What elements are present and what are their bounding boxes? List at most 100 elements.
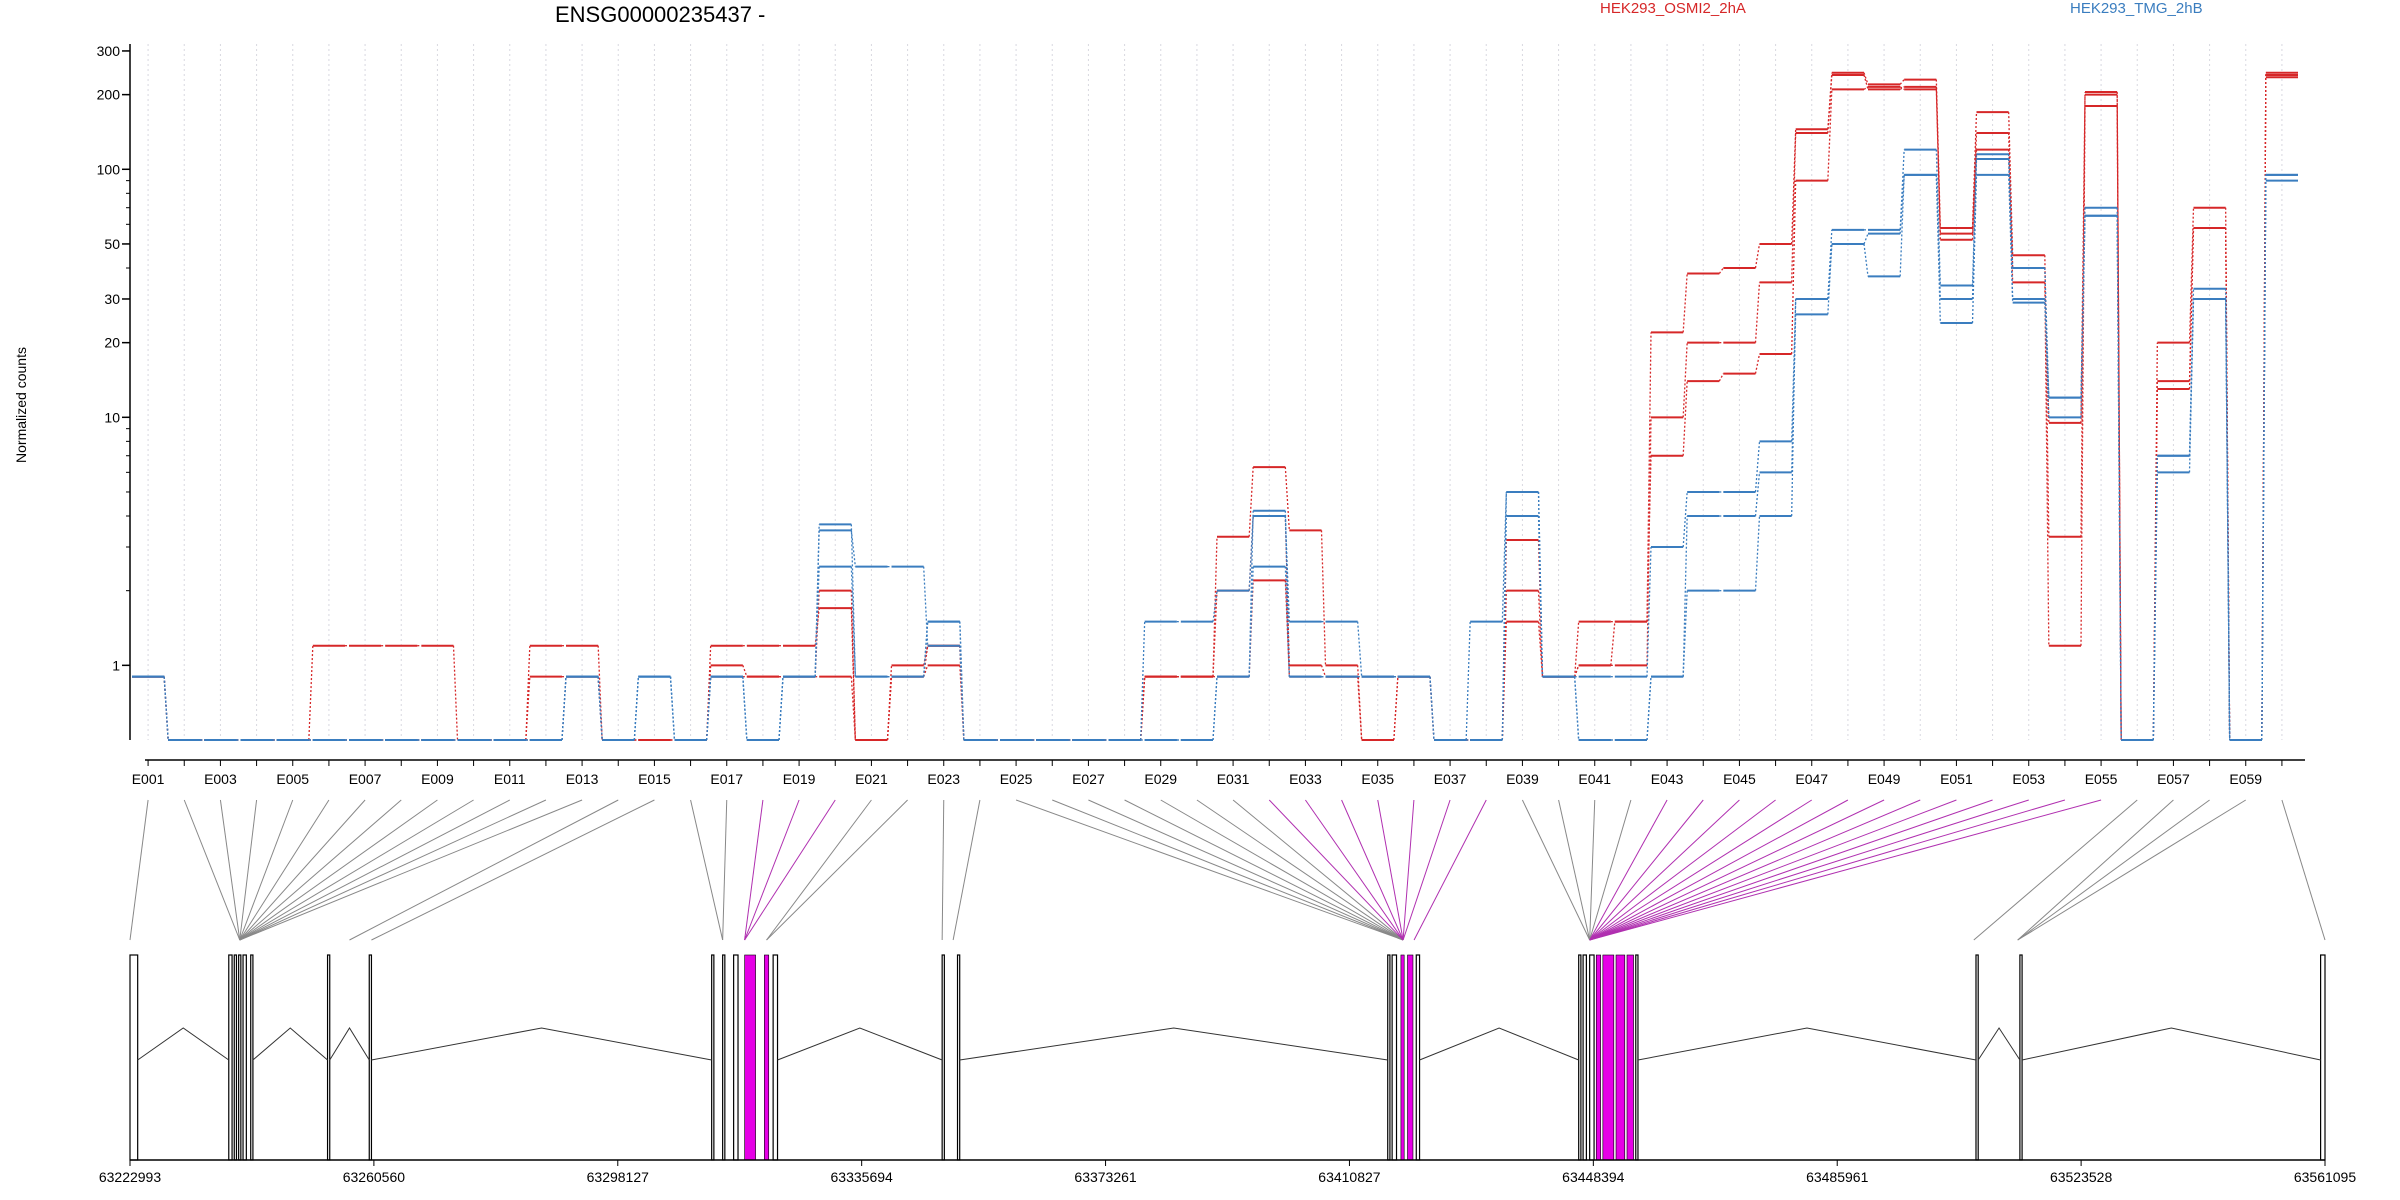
x-axis: E001 E003 E005 E007 E009 E011 E013 E015 E017 E019… (132, 759, 2305, 787)
exon-highlighted (1595, 954, 1601, 1161)
x-tick-label: E021 (855, 771, 888, 787)
series-connector (1646, 417, 1652, 666)
series-connector (1212, 536, 1218, 677)
exon-connector (1377, 799, 1404, 941)
x-tick-label: E029 (1144, 771, 1177, 787)
series-5 (132, 158, 2298, 741)
coordinate-tick-label: 63298127 (587, 1169, 650, 1185)
exon-connector (722, 799, 728, 941)
series-connector (959, 621, 965, 741)
x-tick-label: E003 (204, 771, 237, 787)
series-connector (2188, 207, 2195, 343)
series-connector (1899, 86, 1905, 90)
series-connector (1212, 676, 1218, 741)
series-connector (1140, 676, 1146, 741)
x-tick-label: E039 (1506, 771, 1539, 787)
x-tick-label: E047 (1795, 771, 1828, 787)
series-connector (1501, 491, 1507, 622)
series-connector (597, 676, 603, 741)
series-connector (2188, 227, 2195, 382)
x-tick-label: E005 (276, 771, 309, 787)
intron-line (2021, 1027, 2321, 1061)
exon-connector (1402, 799, 1451, 941)
intron-line (1419, 1027, 1579, 1061)
exon-connector (766, 799, 908, 941)
series-connector (1212, 590, 1218, 622)
exon-connector (239, 799, 402, 941)
series-connector (2044, 255, 2050, 537)
series-connector (923, 645, 929, 666)
series-connector (706, 676, 712, 741)
series-connector (850, 676, 856, 741)
series-connector (1429, 676, 1435, 741)
intron-line (1977, 1027, 2021, 1061)
exon-connector (1558, 799, 1591, 941)
series-connector (1284, 467, 1290, 531)
exon-connector (952, 799, 981, 941)
exon-connector (219, 799, 241, 941)
series-connector (1971, 149, 1978, 240)
series-connector (1863, 243, 1869, 277)
exon (326, 954, 331, 1161)
exon (129, 954, 139, 1161)
series-connector (1537, 491, 1544, 677)
series-connector (2008, 159, 2014, 299)
exon-connector (744, 799, 764, 941)
exon-connector (183, 799, 241, 941)
series-connector (1574, 676, 1580, 741)
coordinate-tick-label: 63561095 (2294, 1169, 2357, 1185)
x-tick-label: E031 (1217, 771, 1250, 787)
series-connector (923, 621, 929, 677)
exon (250, 954, 254, 1161)
exon-connector (1589, 799, 1993, 941)
series-connector (1899, 174, 1905, 234)
x-tick-label: E057 (2157, 771, 2190, 787)
legend-tmg: HEK293_TMG_2hB (2070, 0, 2203, 17)
exon-connector (129, 799, 149, 941)
exon-connector (1305, 799, 1404, 941)
series-connector (308, 645, 314, 741)
series-connector (1754, 243, 1761, 269)
exon (1582, 954, 1587, 1161)
exon-connector (1589, 799, 2029, 941)
exon-highlighted (1400, 954, 1405, 1161)
exon (233, 954, 238, 1161)
series-connector (561, 676, 567, 741)
series-connector (2044, 282, 2050, 646)
series-connector (1935, 174, 1941, 299)
coordinate-tick-label: 63485961 (1806, 1169, 1869, 1185)
exon-connector (1402, 799, 1415, 941)
coordinate-tick-label: 63410827 (1318, 1169, 1381, 1185)
x-tick-label: E001 (132, 771, 165, 787)
series-connector (1971, 133, 1978, 234)
series-lines (132, 71, 2298, 741)
exon (238, 954, 242, 1161)
exon-connector (744, 799, 800, 941)
exon-connector (349, 799, 619, 941)
series-connector (1935, 89, 1941, 240)
exon-connector (239, 799, 438, 941)
exon-connector (1589, 799, 2066, 941)
series-connector (1754, 353, 1761, 374)
series-connector (1320, 665, 1327, 677)
exon-connector (239, 799, 294, 941)
series-connector (1899, 174, 1905, 277)
exon-connector (2281, 799, 2326, 941)
series-connector (1863, 72, 1869, 85)
x-tick-label: E053 (2012, 771, 2045, 787)
series-connector (1357, 676, 1363, 741)
y-tick-label: 200 (97, 87, 121, 103)
intron-line (252, 1027, 328, 1061)
exon (772, 954, 779, 1161)
exon-connector (1268, 799, 1404, 941)
intron-line (959, 1027, 1388, 1061)
series-connector (1682, 273, 1688, 333)
exon-connector (371, 799, 655, 941)
series-connector (2152, 455, 2158, 741)
legend-osmi2: HEK293_OSMI2_2hA (1600, 0, 1746, 17)
series-connector (2261, 77, 2267, 741)
exon-connector (1589, 799, 2102, 941)
series-connector (1501, 516, 1507, 741)
series-connector (1610, 621, 1616, 666)
